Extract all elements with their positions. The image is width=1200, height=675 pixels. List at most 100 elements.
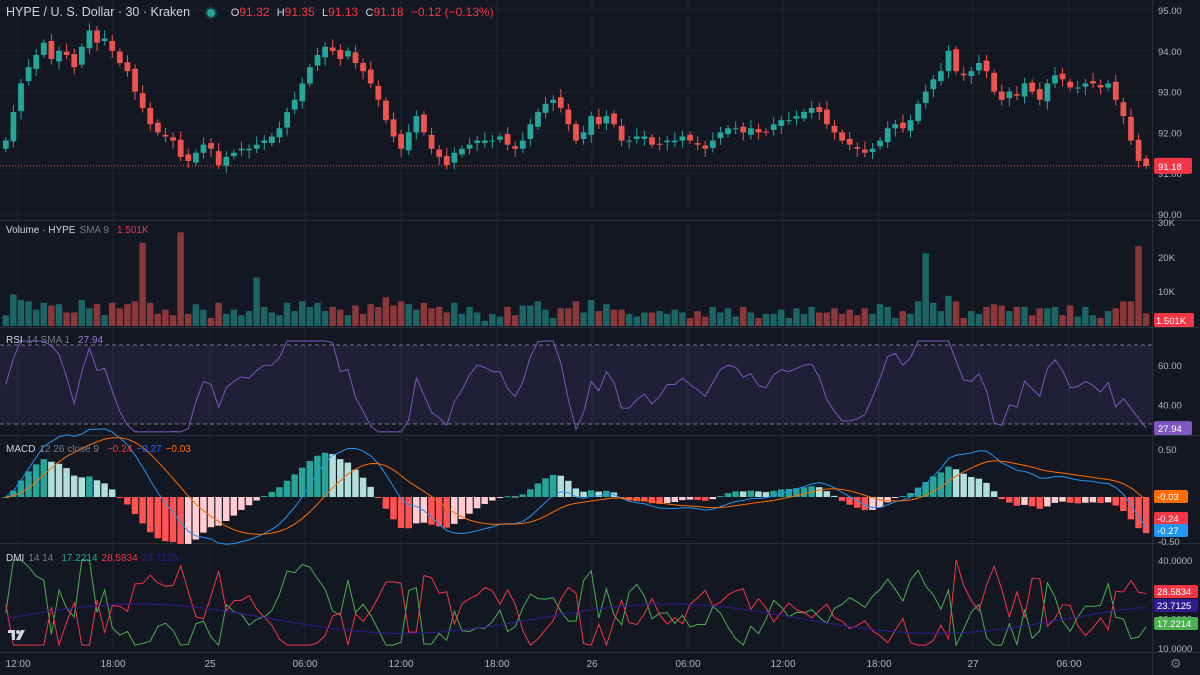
macd-histogram-bar	[861, 497, 869, 511]
macd-histogram-bar	[10, 490, 17, 497]
macd-histogram-bar	[86, 476, 93, 497]
settings-gear-icon[interactable]: ⚙	[1170, 656, 1182, 671]
volume-bar	[777, 309, 785, 326]
volume-bar	[428, 308, 435, 326]
candle-body	[862, 149, 868, 153]
candle-body	[466, 144, 473, 149]
macd-histogram-bar	[420, 497, 428, 523]
candle-body	[900, 122, 906, 129]
volume-bar	[375, 306, 382, 326]
candle-body	[154, 122, 161, 133]
volume-bar	[124, 304, 131, 326]
low-value: 91.13	[328, 5, 359, 19]
time-axis-label: 12:00	[388, 659, 413, 670]
time-axis-label: 06:00	[1056, 659, 1081, 670]
candle-body	[1029, 82, 1036, 92]
volume-bar	[63, 312, 70, 326]
candle-body	[2, 140, 9, 149]
time-axis-label: 18:00	[100, 659, 125, 670]
volume-bar	[595, 311, 602, 326]
macd-histogram-bar	[299, 467, 306, 497]
macd-histogram-bar	[1036, 497, 1043, 509]
dmi-badge	[1154, 599, 1198, 612]
candle-body	[1067, 81, 1074, 88]
volume-bar	[116, 308, 124, 326]
candle-body	[664, 140, 671, 143]
macd-histogram-bar	[146, 497, 154, 533]
dmi-plus-line	[5, 559, 1147, 647]
macd-histogram-bar	[375, 497, 382, 498]
volume-bar	[352, 305, 359, 326]
candle-body	[778, 120, 785, 126]
macd-badge-text: -0.24	[1157, 514, 1179, 525]
volume-bar	[238, 315, 245, 326]
macd-histogram-bar	[458, 497, 466, 520]
volume-bar	[610, 309, 618, 326]
candle-body	[398, 134, 405, 149]
candle-body	[383, 100, 389, 121]
dmi-axis-label: 40.0000	[1158, 556, 1192, 567]
candle-body	[1112, 81, 1119, 100]
macd-histogram-bar	[1051, 497, 1059, 503]
macd-legend[interactable]: MACD 12 26 close 9 −0.24 −0.27 −0.03	[6, 444, 195, 455]
candle-body	[253, 144, 260, 149]
macd-histogram-bar	[40, 459, 47, 497]
volume-bar	[747, 312, 755, 326]
candle-body	[71, 54, 78, 68]
macd-histogram-bar	[869, 497, 876, 510]
volume-bar	[755, 318, 762, 326]
candle-body	[352, 52, 359, 64]
candle-body	[116, 51, 123, 64]
rsi-legend[interactable]: RSI 14 SMA 1 27.94	[6, 335, 107, 346]
macd-histogram-bar	[686, 497, 694, 500]
dmi-legend[interactable]: DMI 14 14 17.2214 28.5834 23.7125	[6, 553, 182, 564]
candle-body	[512, 146, 519, 149]
candle-body	[519, 140, 526, 149]
volume-bar	[299, 301, 306, 326]
candle-body	[200, 144, 207, 153]
macd-histogram-bar	[922, 481, 929, 497]
symbol-header: HYPE / U. S. Dollar · 30 · Kraken O91.32…	[6, 5, 494, 19]
volume-bar	[230, 309, 238, 326]
candle-body	[223, 156, 230, 166]
macd-histogram-bar	[1066, 497, 1074, 503]
symbol-title[interactable]: HYPE / U. S. Dollar · 30 · Kraken	[6, 5, 191, 19]
macd-histogram-bar	[48, 461, 55, 497]
volume-bar	[534, 301, 542, 326]
candle-body	[831, 125, 838, 133]
rsi-legend-name: RSI	[6, 335, 23, 346]
volume-bar	[861, 308, 869, 326]
volume-bar	[17, 300, 25, 326]
candle-body	[595, 116, 602, 125]
macd-histogram-bar	[32, 464, 40, 497]
volume-bar	[633, 316, 640, 326]
candle-body	[573, 124, 579, 141]
candle-body	[322, 46, 329, 58]
candle-body	[626, 140, 633, 142]
candle-body	[25, 67, 32, 81]
tradingview-logo-icon[interactable]	[8, 628, 30, 650]
dmi-legend-adx: 23.7125	[141, 553, 178, 564]
candle-body	[238, 148, 245, 151]
volume-axis-label: 20K	[1158, 253, 1176, 264]
macd-histogram-bar	[473, 497, 481, 509]
volume-legend[interactable]: Volume · HYPE SMA 9 1.501K	[6, 225, 153, 236]
price-axis-label: 95.00	[1158, 6, 1182, 17]
macd-histogram-bar	[519, 494, 526, 497]
candle-body	[1036, 89, 1043, 100]
candle-body	[413, 116, 420, 133]
candle-body	[976, 63, 982, 71]
macd-histogram-bar	[724, 493, 732, 497]
macd-histogram-bar	[838, 497, 846, 501]
macd-histogram-bar	[154, 497, 162, 539]
macd-histogram-bar	[717, 496, 724, 498]
macd-histogram-bar	[397, 497, 405, 528]
macd-histogram-bar	[428, 497, 435, 525]
macd-histogram-bar	[853, 497, 861, 508]
macd-badge	[1154, 524, 1188, 537]
macd-histogram-bar	[511, 496, 519, 498]
macd-histogram-bar	[1135, 497, 1142, 529]
candle-body	[641, 136, 648, 139]
volume-bar	[504, 306, 511, 326]
